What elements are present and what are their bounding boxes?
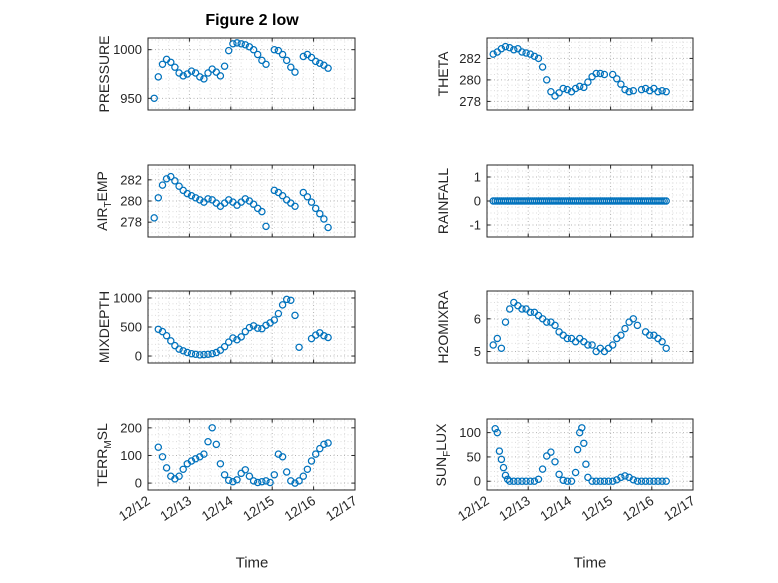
svg-text:200: 200 xyxy=(120,420,142,435)
subplot-pressure: 950 1000 xyxy=(113,37,356,111)
svg-text:100: 100 xyxy=(459,425,481,440)
svg-text:1000: 1000 xyxy=(113,42,142,57)
svg-text:950: 950 xyxy=(120,91,142,106)
ticks-terr-msl xyxy=(147,419,356,490)
xlabel-time-right: Time xyxy=(573,554,607,572)
ylabel-terr-msl: TERRMSL xyxy=(94,422,114,487)
svg-text:12/15: 12/15 xyxy=(579,493,616,524)
data-points-pressure xyxy=(150,39,332,103)
svg-text:12/17: 12/17 xyxy=(661,493,698,524)
grid-mixdepth xyxy=(148,291,355,363)
ticks-sun-flux xyxy=(486,419,694,490)
data-points-sun-flux xyxy=(491,424,670,485)
grid-terr-msl xyxy=(148,419,355,490)
svg-text:278: 278 xyxy=(120,215,142,230)
grid-h2omixra xyxy=(487,291,693,363)
svg-text:12/16: 12/16 xyxy=(282,493,319,524)
axes-box-terr-msl xyxy=(147,418,356,491)
svg-text:12/16: 12/16 xyxy=(620,493,657,524)
figure-title: Figure 2 low xyxy=(205,12,299,29)
axes-box-h2omixra xyxy=(486,290,694,364)
svg-text:12/13: 12/13 xyxy=(496,493,533,524)
ylabel-theta: THETA xyxy=(435,51,451,97)
ylabel-sun-flux: SUNFLUX xyxy=(433,423,453,486)
y-tick-labels-rainfall: -1 0 1 xyxy=(469,170,481,233)
svg-text:0: 0 xyxy=(135,476,142,491)
y-tick-labels-pressure: 950 1000 xyxy=(113,42,142,106)
y-tick-labels-mixdepth: 0 500 1000 xyxy=(113,290,142,363)
svg-text:0: 0 xyxy=(474,194,481,209)
svg-text:278: 278 xyxy=(459,94,481,109)
subplot-sun-flux: 0 50 100 12/12 12/13 12/14 12/15 12/16 12/17 xyxy=(455,418,698,524)
svg-text:280: 280 xyxy=(120,194,142,209)
axes-box-pressure xyxy=(147,37,356,111)
svg-text:1000: 1000 xyxy=(113,290,142,305)
ticks-rainfall xyxy=(486,165,694,237)
ylabel-air-temp: AIRTEMP xyxy=(94,171,114,231)
grid-theta xyxy=(487,38,693,110)
ticks-h2omixra xyxy=(486,291,694,363)
svg-text:0: 0 xyxy=(474,474,481,489)
svg-text:282: 282 xyxy=(459,51,481,66)
data-points-h2omixra xyxy=(489,298,670,356)
svg-text:12/15: 12/15 xyxy=(240,493,277,524)
ylabel-h2omixra: H2OMIXRA xyxy=(435,290,451,364)
ylabel-rainfall: RAINFALL xyxy=(435,167,451,235)
svg-text:282: 282 xyxy=(120,172,142,187)
svg-text:0: 0 xyxy=(135,349,142,364)
svg-text:12/12: 12/12 xyxy=(455,493,492,524)
data-points-terr-msl xyxy=(154,424,332,487)
subplot-rainfall: -1 0 1 xyxy=(469,164,694,238)
subplot-theta: 278 280 282 xyxy=(459,37,694,111)
subplot-h2omixra: 56 xyxy=(474,290,694,364)
svg-text:5: 5 xyxy=(474,344,481,359)
svg-text:12/12: 12/12 xyxy=(116,493,153,524)
svg-text:6: 6 xyxy=(474,311,481,326)
data-points-air-temp xyxy=(150,172,332,232)
y-tick-labels-theta: 278 280 282 xyxy=(459,51,481,109)
y-tick-labels-sun-flux: 0 50 100 xyxy=(459,425,481,489)
subplot-mixdepth: 0 500 1000 xyxy=(113,290,356,364)
data-points-theta xyxy=(489,42,670,100)
subplot-terr-msl: 0 100 200 12/12 12/13 12/14 12/15 12/16 12/17 xyxy=(116,418,360,524)
ticks-pressure xyxy=(147,38,356,110)
x-tick-labels-sun-flux: 12/12 12/13 12/14 12/15 12/16 12/17 xyxy=(455,493,698,524)
data-points-rainfall xyxy=(489,197,670,205)
y-tick-labels-h2omixra: 56 xyxy=(474,311,481,359)
svg-text:1: 1 xyxy=(474,170,481,185)
y-tick-labels-air-temp: 278 280 282 xyxy=(120,172,142,229)
y-tick-labels-terr-msl: 0 100 200 xyxy=(120,420,142,490)
svg-text:-1: -1 xyxy=(469,218,481,233)
ticks-mixdepth xyxy=(147,291,356,363)
ticks-air-temp xyxy=(147,165,356,237)
svg-text:280: 280 xyxy=(459,72,481,87)
svg-text:12/14: 12/14 xyxy=(199,493,236,524)
svg-text:50: 50 xyxy=(467,449,481,464)
svg-text:12/13: 12/13 xyxy=(158,493,195,524)
ticks-theta xyxy=(486,38,694,110)
axes-box-sun-flux xyxy=(486,418,694,491)
data-points-mixdepth xyxy=(154,295,332,359)
x-tick-labels-terr-msl: 12/12 12/13 12/14 12/15 12/16 12/17 xyxy=(116,493,360,524)
ylabel-pressure: PRESSURE xyxy=(96,35,112,113)
svg-text:100: 100 xyxy=(120,448,142,463)
grid-air-temp xyxy=(148,165,355,237)
subplot-air-temp: 278 280 282 xyxy=(120,164,356,238)
grid-rainfall xyxy=(487,165,693,237)
xlabel-time-left: Time xyxy=(235,554,269,572)
axes-box-theta xyxy=(486,37,694,111)
svg-text:12/17: 12/17 xyxy=(323,493,360,524)
svg-text:12/14: 12/14 xyxy=(538,493,575,524)
ylabel-mixdepth: MIXDEPTH xyxy=(96,290,112,364)
svg-text:500: 500 xyxy=(120,320,142,335)
